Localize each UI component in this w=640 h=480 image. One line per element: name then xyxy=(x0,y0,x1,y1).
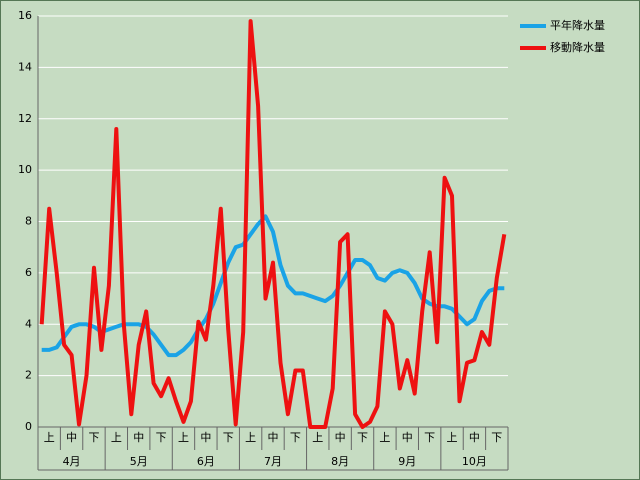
x-tick-label: 下 xyxy=(491,431,502,444)
x-group-label: 8月 xyxy=(331,455,349,468)
x-tick-label: 中 xyxy=(469,431,480,444)
x-group-label: 7月 xyxy=(264,455,282,468)
legend-label: 移動降水量 xyxy=(550,40,605,54)
y-tick-label: 10 xyxy=(18,163,32,176)
series-line xyxy=(41,214,505,358)
x-group-label: 4月 xyxy=(63,455,81,468)
y-tick-label: 8 xyxy=(25,215,32,228)
x-tick-label: 中 xyxy=(268,431,279,444)
x-group-label: 10月 xyxy=(462,455,487,468)
y-tick-label: 16 xyxy=(18,9,32,22)
x-tick-label: 上 xyxy=(379,431,390,444)
x-tick-label: 下 xyxy=(357,431,368,444)
y-tick-label: 12 xyxy=(18,112,32,125)
x-tick-label: 中 xyxy=(402,431,413,444)
x-tick-label: 下 xyxy=(156,431,167,444)
y-tick-label: 2 xyxy=(25,369,32,382)
x-tick-label: 下 xyxy=(290,431,301,444)
y-tick-label: 0 xyxy=(25,420,32,433)
x-group-label: 5月 xyxy=(130,455,148,468)
x-tick-label: 中 xyxy=(335,431,346,444)
x-tick-label: 中 xyxy=(200,431,211,444)
y-tick-label: 6 xyxy=(25,266,32,279)
x-tick-label: 下 xyxy=(424,431,435,444)
x-group-label: 6月 xyxy=(197,455,215,468)
x-tick-label: 上 xyxy=(111,431,122,444)
x-tick-label: 中 xyxy=(66,431,77,444)
legend-label: 平年降水量 xyxy=(550,18,605,32)
y-tick-label: 4 xyxy=(25,317,32,330)
y-tick-label: 14 xyxy=(18,60,32,73)
x-group-label: 9月 xyxy=(398,455,416,468)
x-tick-label: 上 xyxy=(312,431,323,444)
x-tick-label: 中 xyxy=(133,431,144,444)
series-line xyxy=(39,19,507,429)
x-tick-label: 下 xyxy=(223,431,234,444)
x-tick-label: 下 xyxy=(88,431,99,444)
x-tick-label: 上 xyxy=(447,431,458,444)
x-tick-label: 上 xyxy=(245,431,256,444)
x-tick-label: 上 xyxy=(178,431,189,444)
x-tick-label: 上 xyxy=(44,431,55,444)
